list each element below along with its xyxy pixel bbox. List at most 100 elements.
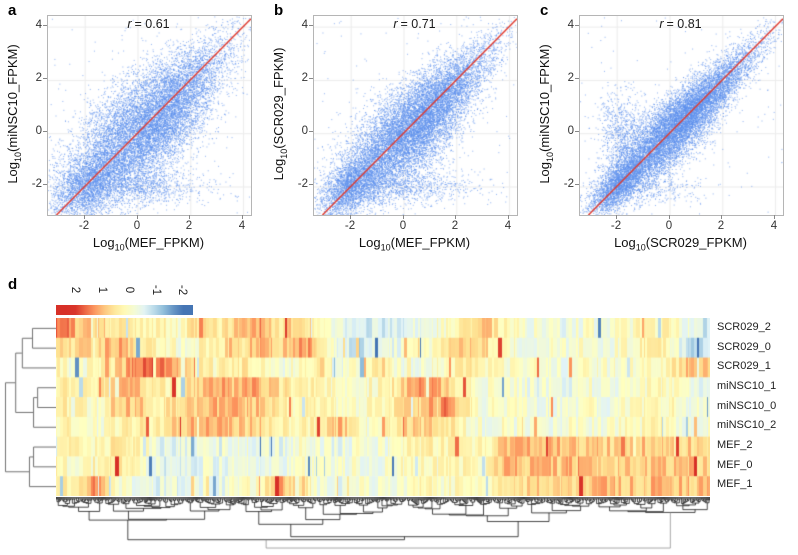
y-tick-label: 4 (567, 19, 574, 31)
y-tick-mark (575, 25, 579, 26)
y-axis-title: Log10(SCR029_FPKM) (271, 48, 289, 181)
heatmap-color-scale (56, 305, 193, 315)
x-tick-mark (721, 215, 722, 219)
x-tick-label: 2 (185, 220, 193, 232)
x-tick-mark (616, 215, 617, 219)
r-symbol: r (127, 17, 132, 31)
scatter-panel-a: a Log10(miNSC10_FPKM) r = 0.61 4 2 0 -2 -… (0, 0, 266, 262)
x-tick-mark (508, 215, 509, 219)
x-tick-label: 4 (238, 220, 246, 232)
x-tick-label: 0 (399, 220, 407, 232)
x-axis-title-text: Log (92, 235, 115, 250)
y-tick-label: -2 (563, 178, 574, 190)
y-tick-mark (309, 184, 313, 185)
y-tick-mark (575, 131, 579, 132)
y-tick-label: 2 (35, 72, 42, 84)
y-axis-title-subscript: 10 (278, 148, 289, 159)
legend-tick-label: 1 (96, 286, 108, 294)
y-tick-mark (43, 184, 47, 185)
heatmap-row-label: MEF_1 (717, 478, 753, 490)
y-axis-title-subscript: 10 (12, 151, 23, 162)
y-tick-label: -2 (31, 178, 42, 190)
y-tick-label: 2 (301, 72, 308, 84)
x-axis-title-text: Log (358, 235, 381, 250)
y-tick-mark (575, 78, 579, 79)
x-tick-label: -2 (610, 220, 622, 232)
heatmap-row-label: miNSC10_2 (717, 419, 777, 431)
r-value: = 0.71 (400, 17, 436, 31)
heatmap-row-label: miNSC10_0 (717, 400, 777, 412)
legend-tick-label: -2 (176, 284, 188, 296)
correlation-annotation: r = 0.81 (579, 17, 782, 31)
x-tick-label: 0 (665, 220, 673, 232)
panel-label-d: d (8, 276, 18, 293)
heatmap-row-label: SCR029_1 (717, 360, 771, 372)
scatter-panel-c: c Log10(miNSC10_FPKM) r = 0.81 4 2 0 -2 -… (532, 0, 798, 262)
x-axis-title-subscript: 10 (635, 242, 646, 253)
y-tick-label: 0 (301, 125, 308, 137)
y-tick-mark (575, 184, 579, 185)
heatmap-matrix (56, 318, 710, 496)
r-symbol: r (393, 17, 398, 31)
legend-tick-label: -1 (150, 284, 162, 296)
y-tick-mark (43, 25, 47, 26)
heatmap-row-label: miNSC10_1 (717, 380, 777, 392)
panel-label-a: a (8, 2, 17, 19)
y-tick-mark (43, 78, 47, 79)
heatmap-row-label: MEF_0 (717, 459, 753, 471)
y-tick-mark (309, 131, 313, 132)
correlation-annotation: r = 0.61 (47, 17, 250, 31)
r-value: = 0.61 (134, 17, 170, 31)
y-tick-label: 0 (35, 125, 42, 137)
y-tick-mark (309, 25, 313, 26)
x-tick-label: 2 (717, 220, 725, 232)
scatter-panel-b: b Log10(SCR029_FPKM) r = 0.71 4 2 0 -2 -2… (266, 0, 532, 262)
heatmap-row-label: SCR029_2 (717, 321, 771, 333)
scatter-plot-canvas-a (47, 15, 252, 216)
column-dendrogram (56, 497, 710, 554)
panel-label-c: c (540, 2, 549, 19)
x-axis-title-text: (MEF_FPKM) (124, 235, 205, 250)
x-tick-mark (137, 215, 138, 219)
x-axis-title-subscript: 10 (114, 242, 125, 253)
r-value: = 0.81 (666, 17, 702, 31)
x-tick-label: 0 (133, 220, 141, 232)
heatmap-row-label: SCR029_0 (717, 341, 771, 353)
x-tick-label: -2 (78, 220, 90, 232)
x-axis-title-subscript: 10 (380, 242, 391, 253)
x-tick-mark (403, 215, 404, 219)
y-tick-mark (43, 131, 47, 132)
x-tick-mark (774, 215, 775, 219)
x-tick-label: 4 (504, 220, 512, 232)
legend-tick-label: 0 (123, 286, 135, 294)
x-axis-title-text: (SCR029_FPKM) (645, 235, 747, 250)
y-tick-label: 2 (567, 72, 574, 84)
x-axis-title: Log10(MEF_FPKM) (47, 235, 250, 253)
x-axis-title-text: Log (614, 235, 636, 250)
y-tick-label: -2 (297, 178, 308, 190)
heatmap-row-label: MEF_2 (717, 439, 753, 451)
y-axis-title: Log10(miNSC10_FPKM) (5, 44, 23, 183)
x-axis-title: Log10(MEF_FPKM) (313, 235, 516, 253)
x-axis-title-text: (MEF_FPKM) (390, 235, 471, 250)
y-axis-title: Log10(miNSC10_FPKM) (537, 44, 555, 183)
x-tick-label: 2 (451, 220, 459, 232)
y-axis-title-subscript: 10 (544, 151, 555, 162)
scatter-plot-canvas-c (579, 15, 784, 216)
y-tick-label: 0 (567, 125, 574, 137)
panel-label-b: b (274, 2, 284, 19)
x-tick-mark (455, 215, 456, 219)
legend-tick-label: 2 (69, 286, 81, 294)
y-tick-label: 4 (301, 19, 308, 31)
correlation-annotation: r = 0.71 (313, 17, 516, 31)
r-symbol: r (659, 17, 664, 31)
x-tick-mark (350, 215, 351, 219)
x-axis-title: Log10(SCR029_FPKM) (579, 235, 782, 253)
y-tick-mark (309, 78, 313, 79)
x-tick-mark (189, 215, 190, 219)
x-tick-label: 4 (770, 220, 778, 232)
x-tick-mark (84, 215, 85, 219)
scatter-plot-canvas-b (313, 15, 518, 216)
row-dendrogram (3, 318, 56, 496)
